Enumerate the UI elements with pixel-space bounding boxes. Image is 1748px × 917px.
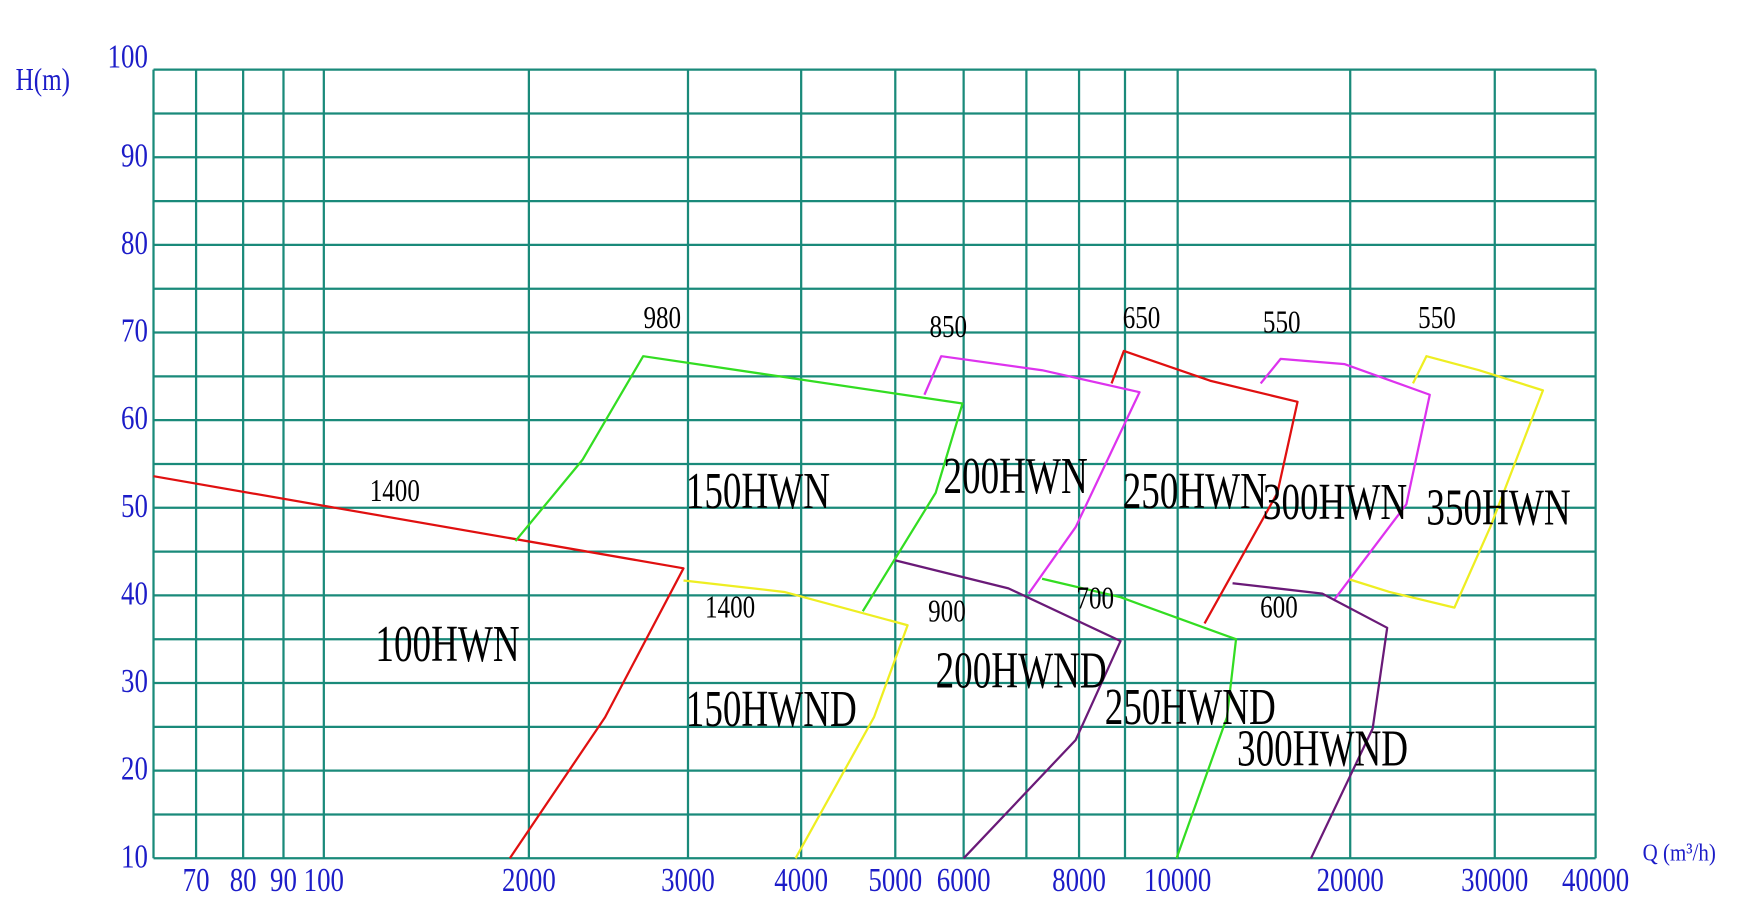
y-tick-label: 60: [121, 399, 148, 437]
speed-label: 550: [1263, 306, 1301, 340]
speed-label: 650: [1123, 302, 1161, 336]
curve-250hwnd: [1041, 577, 1238, 859]
y-tick-label: 90: [121, 136, 148, 174]
x-tick-label: 5000: [868, 861, 922, 899]
model-label: 100HWN: [375, 615, 519, 672]
x-tick-label: 3000: [661, 861, 715, 899]
x-tick-label: 90: [270, 861, 297, 899]
y-tick-label: 80: [121, 224, 148, 262]
x-tick-label: 70: [183, 861, 210, 899]
curve-200hwn: [923, 355, 1141, 595]
y-tick-label: 30: [121, 662, 148, 700]
x-tick-label: 30000: [1461, 861, 1528, 899]
model-label: 250HWND: [1105, 678, 1276, 735]
x-tick-label: 80: [230, 861, 257, 899]
speed-label: 1400: [705, 591, 755, 625]
y-tick-label: 20: [121, 750, 148, 788]
y-axis-ticks: 100 90 80 70 60 50 40 30 20 10: [108, 38, 148, 875]
x-tick-label: 2000: [502, 861, 556, 899]
model-label: 200HWN: [943, 447, 1087, 504]
speed-label: 1400: [370, 474, 420, 508]
model-label: 200HWND: [936, 642, 1107, 699]
x-tick-label: 20000: [1317, 861, 1384, 899]
model-label: 300HWND: [1237, 720, 1408, 777]
x-tick-label: 10000: [1144, 861, 1211, 899]
curve-150hwn: [514, 355, 964, 612]
speed-label: 700: [1076, 582, 1114, 616]
speed-label: 900: [928, 595, 966, 629]
y-tick-label: 10: [121, 837, 148, 875]
curve-300hwnd: [1232, 582, 1389, 859]
curves: [153, 349, 1545, 860]
curve-150hwnd: [683, 579, 909, 859]
model-label: 150HWND: [686, 680, 857, 737]
x-axis-label: Q (m³/h): [1643, 839, 1716, 866]
y-tick-label: 50: [121, 487, 148, 525]
grid: [152, 68, 1597, 860]
model-label: 150HWN: [686, 462, 830, 519]
speed-label: 600: [1260, 591, 1298, 625]
y-tick-label: 100: [108, 38, 148, 76]
curve-labels: 1400 100HWN 980 150HWN 1400 150HWND 850 200HWN 9…: [370, 302, 1571, 777]
model-label: 300HWN: [1263, 473, 1407, 530]
y-tick-label: 70: [121, 312, 148, 350]
y-axis-label: H(m): [16, 63, 70, 97]
speed-label: 980: [643, 302, 681, 336]
x-tick-label: 40000: [1562, 861, 1629, 899]
curve-250hwn: [1110, 349, 1299, 624]
curve-100hwn: [153, 475, 685, 859]
x-tick-label: 6000: [937, 861, 991, 899]
x-axis-ticks: 70 80 90 100 2000 3000 4000 5000 6000 8000 10000 20…: [183, 861, 1630, 899]
model-label: 350HWN: [1426, 479, 1570, 536]
x-tick-label: 8000: [1052, 861, 1106, 899]
x-tick-label: 100: [304, 861, 344, 899]
curve-300hwn: [1259, 357, 1431, 602]
y-tick-label: 40: [121, 575, 148, 613]
model-label: 250HWN: [1123, 462, 1267, 519]
x-tick-label: 4000: [774, 861, 828, 899]
curve-350hwn: [1349, 355, 1545, 609]
speed-label: 550: [1418, 302, 1456, 336]
curve-200hwnd: [895, 559, 1122, 860]
speed-label: 850: [929, 310, 967, 344]
